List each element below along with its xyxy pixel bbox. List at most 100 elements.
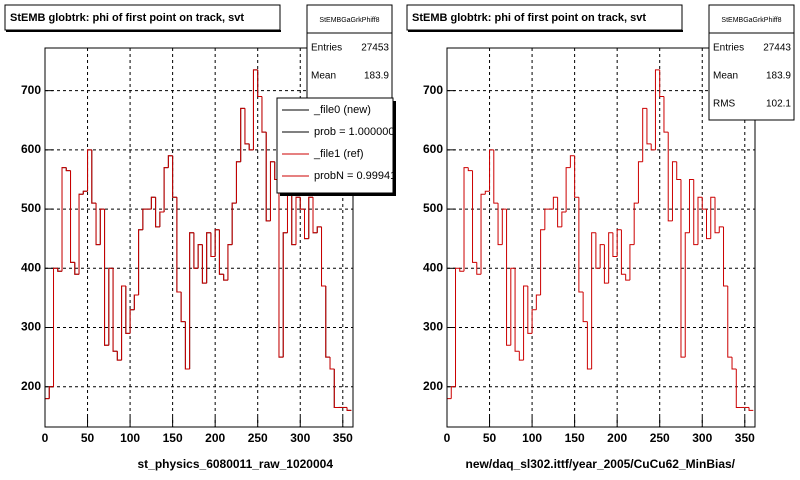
x-tick-label: 100 bbox=[522, 431, 542, 445]
histogram-bin bbox=[506, 209, 511, 346]
histogram-bin bbox=[65, 167, 71, 172]
histogram-bin bbox=[180, 291, 186, 323]
histogram-bin bbox=[87, 149, 92, 192]
histogram-bin bbox=[269, 161, 275, 221]
histogram-bin bbox=[321, 226, 326, 287]
x-tick-label: 200 bbox=[205, 431, 225, 445]
histogram-bin bbox=[257, 69, 262, 98]
histogram-bin bbox=[467, 167, 473, 172]
x-axis-label: st_physics_6080011_raw_1020004 bbox=[137, 457, 333, 471]
x-tick-label: 50 bbox=[81, 431, 95, 445]
histogram-bin bbox=[121, 285, 126, 361]
histogram-bin bbox=[282, 232, 288, 358]
histogram-bin bbox=[150, 196, 156, 210]
histogram-bin bbox=[642, 107, 647, 162]
histogram-bin bbox=[91, 149, 97, 204]
histogram-bin bbox=[329, 357, 335, 370]
histogram-bin bbox=[261, 96, 267, 133]
histogram-bin bbox=[450, 386, 456, 399]
histogram-bin bbox=[108, 267, 114, 346]
histogram-bin bbox=[82, 190, 88, 195]
histogram-bin bbox=[125, 286, 131, 334]
y-tick-label: 600 bbox=[21, 142, 41, 156]
histogram-bin bbox=[684, 232, 690, 358]
histogram-bin bbox=[227, 244, 233, 281]
stats-title: StEMBGaGrkPhiff8 bbox=[319, 17, 379, 24]
histogram-bin bbox=[210, 232, 216, 257]
histogram-bin bbox=[748, 407, 754, 411]
histogram-bin bbox=[633, 202, 639, 245]
stats-label: Mean bbox=[311, 71, 336, 82]
histogram-bin bbox=[489, 149, 494, 192]
x-tick-label: 200 bbox=[607, 431, 627, 445]
x-tick-label: 300 bbox=[290, 431, 310, 445]
x-tick-label: 250 bbox=[650, 431, 670, 445]
chart-title: StEMB globtrk: phi of first point on tra… bbox=[412, 12, 646, 24]
histogram-bin bbox=[197, 244, 203, 269]
x-tick-label: 300 bbox=[692, 431, 712, 445]
stats-title: StEMBGaGrkPhiff8 bbox=[721, 17, 781, 24]
histogram-bin bbox=[569, 155, 575, 168]
histogram-bin bbox=[514, 268, 520, 352]
stats-value: 27453 bbox=[361, 43, 389, 54]
y-tick-label: 200 bbox=[21, 379, 41, 393]
x-tick-label: 0 bbox=[42, 431, 49, 445]
histogram-bin bbox=[163, 167, 169, 213]
x-tick-label: 350 bbox=[735, 431, 755, 445]
histogram-bin bbox=[731, 357, 737, 370]
histogram-bin bbox=[671, 161, 677, 221]
x-tick-label: 150 bbox=[163, 431, 183, 445]
histogram-bin bbox=[714, 197, 720, 234]
histogram-bin bbox=[218, 229, 224, 275]
histogram-bin bbox=[552, 196, 558, 210]
histogram-bin bbox=[531, 309, 537, 334]
legend-label: probN = 0.99941 bbox=[314, 170, 396, 182]
y-tick-label: 700 bbox=[21, 83, 41, 97]
histogram-bin bbox=[591, 232, 596, 369]
y-tick-label: 500 bbox=[21, 201, 41, 215]
y-tick-label: 600 bbox=[423, 142, 443, 156]
histogram-bin bbox=[265, 132, 271, 222]
histogram-bin bbox=[244, 108, 250, 145]
histogram-bin bbox=[312, 197, 318, 234]
histogram-bin bbox=[252, 69, 258, 150]
histogram-bin bbox=[510, 267, 516, 346]
histogram-bin bbox=[189, 232, 194, 369]
stats-label: Mean bbox=[713, 71, 738, 82]
histogram-bin bbox=[172, 155, 177, 198]
histogram-bin bbox=[501, 208, 507, 245]
histogram-bin bbox=[612, 232, 618, 257]
histogram-bin bbox=[586, 321, 592, 370]
histogram-bin bbox=[518, 351, 524, 361]
histogram-bin bbox=[557, 197, 562, 228]
histogram-bin bbox=[523, 285, 528, 361]
histogram-bin bbox=[129, 309, 135, 334]
histogram-bin bbox=[599, 244, 605, 269]
histogram-bin bbox=[654, 69, 660, 150]
histogram-bin bbox=[667, 132, 673, 222]
x-tick-label: 150 bbox=[565, 431, 585, 445]
legend-box bbox=[276, 97, 394, 194]
histogram-bin bbox=[291, 179, 296, 246]
histogram-bin bbox=[620, 229, 626, 275]
histogram-bin bbox=[346, 407, 352, 411]
histogram-bin bbox=[544, 208, 550, 230]
legend-label: _file0 (new) bbox=[313, 104, 371, 116]
histogram-bin bbox=[723, 226, 728, 287]
histogram-bin bbox=[595, 232, 601, 269]
histogram-bin bbox=[57, 268, 63, 272]
histogram-bin bbox=[484, 190, 490, 195]
histogram-bin bbox=[727, 286, 733, 358]
histogram-bin bbox=[663, 96, 669, 133]
x-tick-label: 0 bbox=[444, 431, 451, 445]
stats-label: Entries bbox=[311, 43, 342, 54]
histogram-bin bbox=[463, 167, 469, 272]
histogram-bin bbox=[472, 170, 477, 263]
histogram-bin bbox=[676, 161, 681, 180]
histogram-bin bbox=[527, 286, 533, 334]
histogram-bin bbox=[603, 244, 609, 284]
histogram-bin bbox=[565, 167, 571, 213]
panel: 200 300 400 500 600 700 0 50 100 150 200 250 300 350 n… bbox=[406, 4, 795, 471]
